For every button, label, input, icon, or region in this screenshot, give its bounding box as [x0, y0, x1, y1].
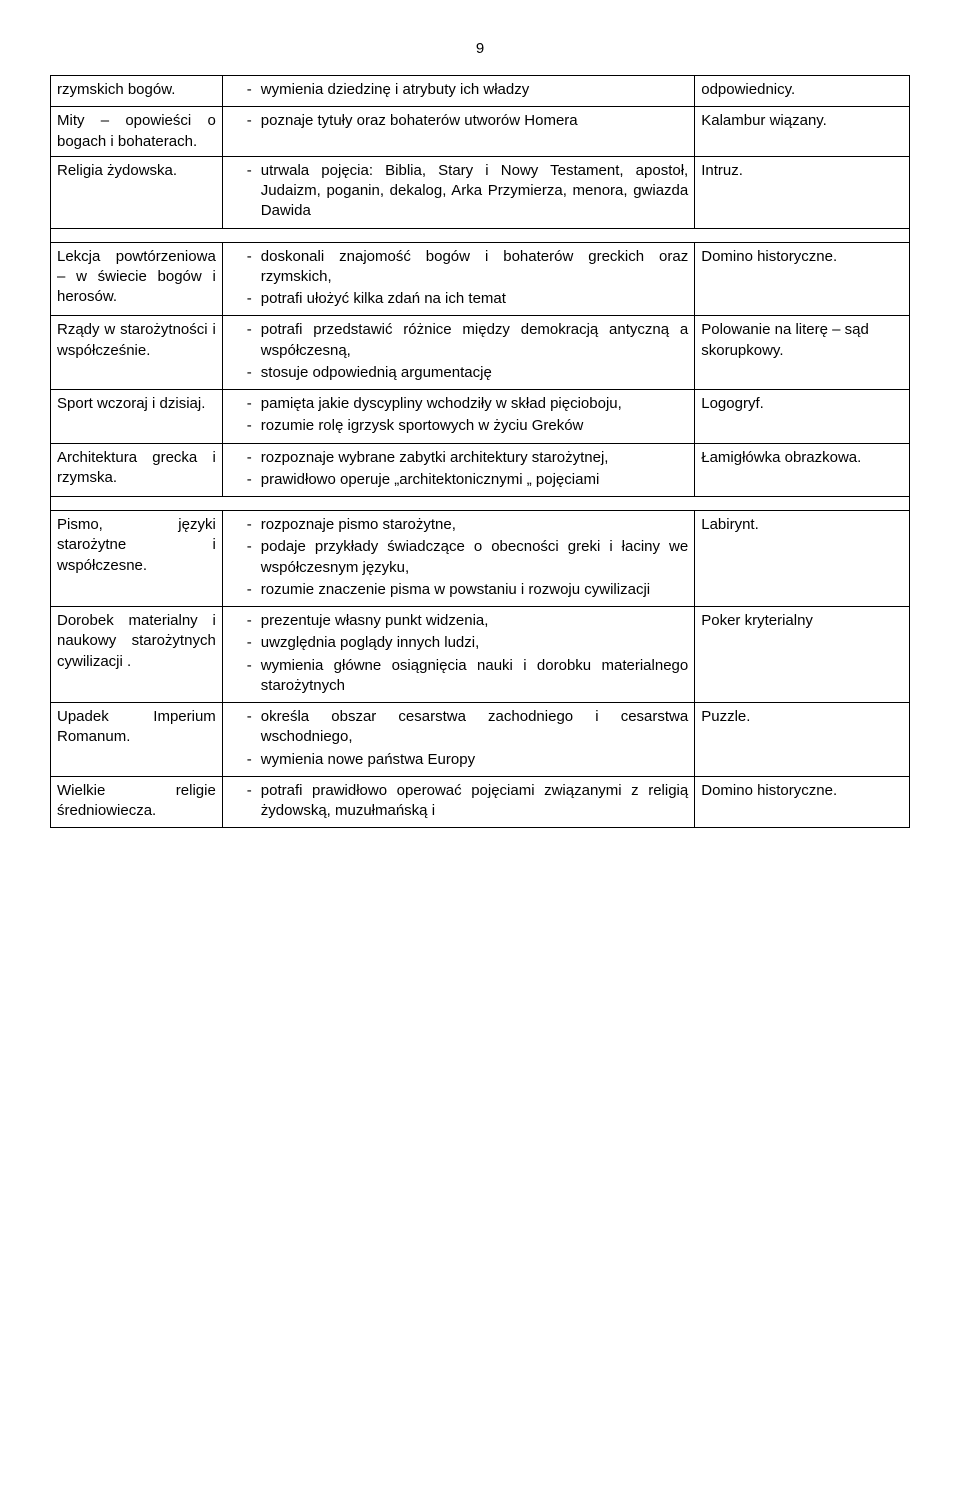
objectives-cell: rozpoznaje wybrane zabytki architektury … — [222, 443, 694, 497]
topic-cell: Lekcja powtórzeniowa – w świecie bogów i… — [51, 242, 223, 316]
objective-item: uwzględnia poglądy innych ludzi, — [229, 633, 688, 653]
table-row: Pismo, języki starożytne i współczesne.r… — [51, 511, 910, 607]
objectives-cell: potrafi prawidłowo operować pojęciami zw… — [222, 776, 694, 828]
objective-item: rozpoznaje pismo starożytne, — [229, 515, 688, 535]
objective-item: określa obszar cesarstwa zachodniego i c… — [229, 707, 688, 748]
topic-cell: Pismo, języki starożytne i współczesne. — [51, 511, 223, 607]
table-row: Sport wczoraj i dzisiaj. pamięta jakie dy… — [51, 390, 910, 444]
curriculum-table: rzymskich bogów. wymienia dziedzinę i atr… — [50, 75, 910, 828]
objectives-cell: pamięta jakie dyscypliny wchodziły w skł… — [222, 390, 694, 444]
method-cell: Poker kryterialny — [695, 607, 910, 703]
objective-item: wymienia dziedzinę i atrybuty ich władzy — [229, 80, 688, 100]
objective-item: stosuje odpowiednią argumentację — [229, 363, 688, 383]
objective-item: podaje przykłady świadczące o obecności … — [229, 537, 688, 578]
objective-item: rozpoznaje wybrane zabytki architektury … — [229, 448, 688, 468]
objective-item: wymienia główne osiągnięcia nauki i doro… — [229, 656, 688, 697]
objectives-cell: wymienia dziedzinę i atrybuty ich władzy — [222, 76, 694, 107]
objective-item: potrafi ułożyć kilka zdań na ich temat — [229, 289, 688, 309]
objective-item: rozumie znaczenie pisma w powstaniu i ro… — [229, 580, 688, 600]
method-cell: Puzzle. — [695, 703, 910, 777]
topic-cell: Religia żydowska. — [51, 156, 223, 228]
method-cell: Domino historyczne. — [695, 242, 910, 316]
topic-cell: Wielkie religie średniowiecza. — [51, 776, 223, 828]
method-cell: Intruz. — [695, 156, 910, 228]
method-cell: odpowiednicy. — [695, 76, 910, 107]
method-cell: Kalambur wiązany. — [695, 107, 910, 157]
method-cell: Polowanie na literę – sąd skorupkowy. — [695, 316, 910, 390]
objective-item: prezentuje własny punkt widzenia, — [229, 611, 688, 631]
objective-item: utrwala pojęcia: Biblia, Stary i Nowy Te… — [229, 161, 688, 222]
objective-item: prawidłowo operuje „architektonicznymi „… — [229, 470, 688, 490]
objectives-cell: prezentuje własny punkt widzenia,uwzględ… — [222, 607, 694, 703]
page-number: 9 — [50, 40, 910, 57]
objective-item: poznaje tytuły oraz bohaterów utworów Ho… — [229, 111, 688, 131]
table-row: Religia żydowska.utrwala pojęcia: Biblia… — [51, 156, 910, 228]
objective-item: rozumie rolę igrzysk sportowych w życiu … — [229, 416, 688, 436]
objective-item: wymienia nowe państwa Europy — [229, 750, 688, 770]
objective-item: potrafi przedstawić różnice między demok… — [229, 320, 688, 361]
table-row: Upadek Imperium Romanum.określa obszar c… — [51, 703, 910, 777]
objective-item: pamięta jakie dyscypliny wchodziły w skł… — [229, 394, 688, 414]
topic-cell: Rządy w starożytności i współcześnie. — [51, 316, 223, 390]
topic-cell: Architektura grecka i rzymska. — [51, 443, 223, 497]
method-cell: Labirynt. — [695, 511, 910, 607]
table-row: Wielkie religie średniowiecza.potrafi pr… — [51, 776, 910, 828]
table-row: Mity – opowieści o bogach i bohaterach. p… — [51, 107, 910, 157]
group-gap — [51, 228, 910, 242]
topic-cell: Dorobek materialny i naukowy starożytnyc… — [51, 607, 223, 703]
objectives-cell: określa obszar cesarstwa zachodniego i c… — [222, 703, 694, 777]
topic-cell: rzymskich bogów. — [51, 76, 223, 107]
objectives-cell: rozpoznaje pismo starożytne,podaje przyk… — [222, 511, 694, 607]
table-row: Architektura grecka i rzymska. rozpoznaje… — [51, 443, 910, 497]
objectives-cell: potrafi przedstawić różnice między demok… — [222, 316, 694, 390]
method-cell: Domino historyczne. — [695, 776, 910, 828]
group-gap — [51, 497, 910, 511]
method-cell: Logogryf. — [695, 390, 910, 444]
topic-cell: Mity – opowieści o bogach i bohaterach. — [51, 107, 223, 157]
table-row: rzymskich bogów. wymienia dziedzinę i atr… — [51, 76, 910, 107]
objectives-cell: poznaje tytuły oraz bohaterów utworów Ho… — [222, 107, 694, 157]
topic-cell: Sport wczoraj i dzisiaj. — [51, 390, 223, 444]
topic-cell: Upadek Imperium Romanum. — [51, 703, 223, 777]
objectives-cell: doskonali znajomość bogów i bohaterów gr… — [222, 242, 694, 316]
objective-item: potrafi prawidłowo operować pojęciami zw… — [229, 781, 688, 822]
objectives-cell: utrwala pojęcia: Biblia, Stary i Nowy Te… — [222, 156, 694, 228]
objective-item: doskonali znajomość bogów i bohaterów gr… — [229, 247, 688, 288]
method-cell: Łamigłówka obrazkowa. — [695, 443, 910, 497]
table-row: Dorobek materialny i naukowy starożytnyc… — [51, 607, 910, 703]
table-row: Lekcja powtórzeniowa – w świecie bogów i… — [51, 242, 910, 316]
table-row: Rządy w starożytności i współcześnie.pot… — [51, 316, 910, 390]
